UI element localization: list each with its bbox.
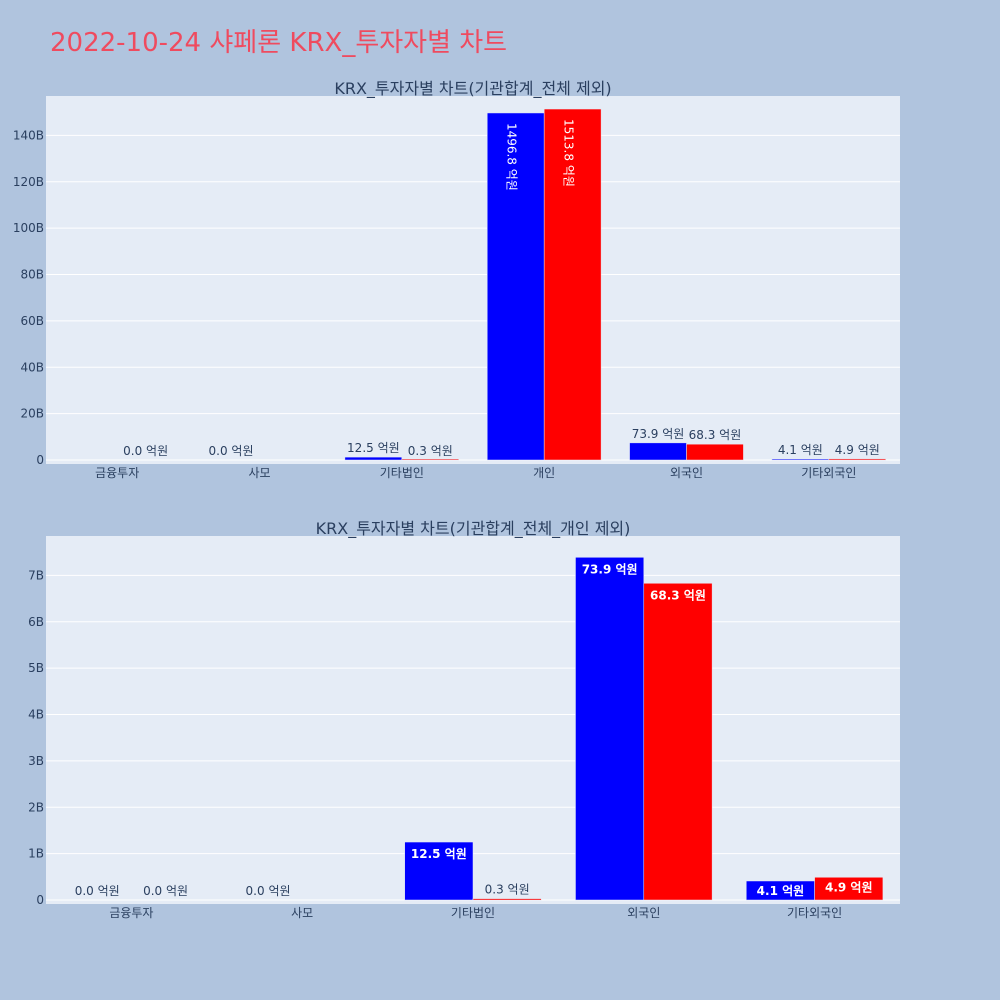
x-tick-label: 금융투자: [109, 906, 153, 920]
chart-title: KRX_투자자별 차트(기관합계_전체 제외): [334, 79, 611, 99]
bar: [404, 841, 474, 901]
data-label: 4.9 억원: [825, 880, 873, 894]
x-tick-label: 기타법인: [380, 466, 424, 480]
x-tick-label: 개인: [533, 466, 555, 480]
bar: [575, 557, 645, 901]
y-tick-label: 5B: [28, 661, 44, 675]
data-label: 73.9 억원: [632, 427, 685, 441]
x-tick-label: 금융투자: [95, 466, 139, 480]
data-label: 4.1 억원: [778, 443, 823, 457]
data-label: 1513.8 억원: [562, 119, 576, 187]
bar: [814, 877, 884, 901]
x-tick-label: 사모: [291, 906, 313, 920]
x-tick-label: 기타외국인: [801, 466, 856, 480]
x-tick-label: 외국인: [670, 466, 703, 480]
page-title: 2022-10-24 샤페론 KRX_투자자별 차트: [50, 28, 508, 58]
data-label: 0.0 억원: [123, 444, 168, 458]
data-label: 0.0 억원: [246, 884, 291, 898]
data-label: 73.9 억원: [582, 562, 638, 576]
y-tick-label: 7B: [28, 568, 44, 582]
y-tick-label: 1B: [28, 847, 44, 861]
bar: [828, 458, 887, 461]
chart-title: KRX_투자자별 차트(기관합계_전체_개인 제외): [316, 519, 631, 539]
bar: [344, 456, 403, 461]
chart-1: 0 20B 40B 60B 80B 100B 120B 140B KRX_투자자별 차트(기관합…: [13, 79, 900, 480]
x-tick-label: 기타외국인: [787, 906, 842, 920]
bar: [401, 458, 460, 461]
data-label: 1496.8 억원: [505, 123, 519, 191]
data-label: 0.0 억원: [75, 884, 120, 898]
data-label: 0.3 억원: [485, 883, 530, 897]
x-tick-label: 사모: [248, 466, 270, 480]
data-label: 0.0 억원: [143, 884, 188, 898]
y-tick-label: 40B: [20, 360, 44, 374]
x-tick-label: 외국인: [627, 906, 660, 920]
y-tick-label: 100B: [13, 221, 44, 235]
bar: [771, 458, 830, 461]
bar: [472, 898, 542, 901]
y-tick-label: 0: [36, 893, 44, 907]
y-tick-label: 120B: [13, 175, 44, 189]
data-label: 12.5 억원: [347, 441, 400, 455]
y-tick-label: 4B: [28, 708, 44, 722]
y-tick-label: 3B: [28, 754, 44, 768]
y-tick-label: 140B: [13, 128, 44, 142]
y-tick-label: 6B: [28, 615, 44, 629]
bar: [686, 443, 744, 461]
chart-2: 0 1B 2B 3B 4B 5B 6B 7B KRX_투자자별 차트(기관합계_전체_개인 제외…: [28, 519, 900, 920]
y-tick-label: 80B: [20, 268, 44, 282]
y-tick-label: 60B: [20, 314, 44, 328]
y-tick-label: 0: [36, 453, 44, 467]
bar: [629, 442, 687, 461]
data-label: 0.3 억원: [408, 444, 453, 458]
y-tick-label: 2B: [28, 800, 44, 814]
plot-area: [46, 96, 900, 464]
data-label: 68.3 억원: [689, 428, 742, 442]
data-label: 12.5 억원: [411, 847, 467, 861]
data-label: 4.9 억원: [835, 443, 880, 457]
data-label: 68.3 억원: [650, 588, 706, 602]
bar: [543, 108, 602, 461]
y-tick-label: 20B: [20, 407, 44, 421]
data-label: 0.0 억원: [209, 444, 254, 458]
data-label: 4.1 억원: [757, 884, 805, 898]
bar: [486, 112, 545, 461]
x-tick-label: 기타법인: [451, 906, 495, 920]
bar: [643, 583, 713, 901]
